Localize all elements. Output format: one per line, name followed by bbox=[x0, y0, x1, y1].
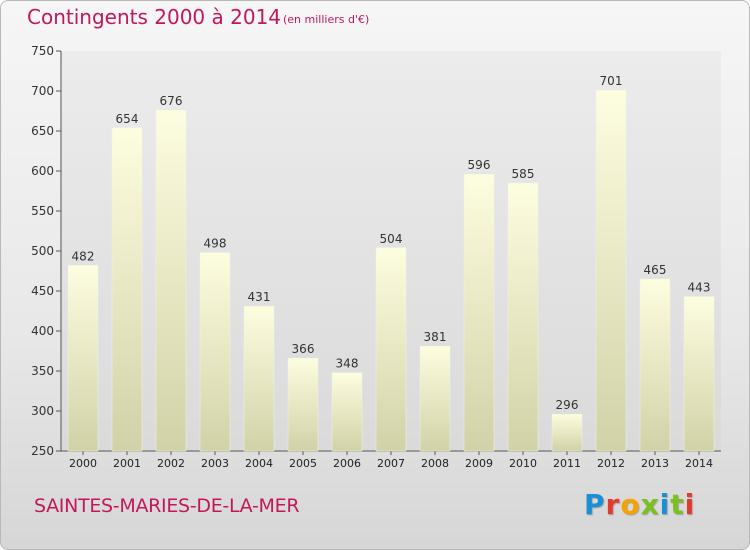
x-tick-label: 2009 bbox=[465, 457, 493, 470]
bar-2005 bbox=[287, 357, 319, 452]
x-tick-label: 2014 bbox=[685, 457, 713, 470]
bar-2013 bbox=[639, 278, 671, 452]
bar-2006 bbox=[331, 372, 363, 452]
logo-letter: i bbox=[684, 488, 696, 521]
y-tick-label: 350 bbox=[31, 364, 54, 378]
y-axis: 250 300 350 400 450 500 550 600 650 700 750 bbox=[31, 44, 62, 458]
chart-title: Contingents 2000 à 2014 bbox=[27, 5, 282, 29]
x-tick-label: 2003 bbox=[201, 457, 229, 470]
y-tick-label: 600 bbox=[31, 164, 54, 178]
bar-2014 bbox=[683, 296, 715, 452]
x-tick-label: 2007 bbox=[377, 457, 405, 470]
proxiti-logo: Proxiti bbox=[584, 488, 695, 521]
y-tick-label: 250 bbox=[31, 444, 54, 458]
x-tick-label: 2000 bbox=[69, 457, 97, 470]
data-label-2004: 431 bbox=[248, 290, 271, 304]
data-label-2013: 465 bbox=[644, 263, 667, 277]
x-tick-label: 2011 bbox=[553, 457, 581, 470]
city-name: SAINTES-MARIES-DE-LA-MER bbox=[34, 495, 300, 517]
data-labels-group: 482 654 676 498 431 366 348 504 381 596 585 296 701 4… bbox=[72, 74, 711, 412]
bar-2011 bbox=[551, 413, 583, 452]
data-label-2000: 482 bbox=[72, 249, 95, 263]
x-tick-label: 2001 bbox=[113, 457, 141, 470]
x-tick-label: 2012 bbox=[597, 457, 625, 470]
y-tick-label: 450 bbox=[31, 284, 54, 298]
logo-letter: r bbox=[605, 488, 621, 521]
data-label-2014: 443 bbox=[688, 281, 711, 295]
bar-2010 bbox=[507, 182, 539, 452]
x-tick-label: 2008 bbox=[421, 457, 449, 470]
logo-letter: o bbox=[620, 488, 641, 521]
y-tick-label: 750 bbox=[31, 44, 54, 58]
data-label-2011: 296 bbox=[556, 398, 579, 412]
y-tick-label: 700 bbox=[31, 84, 54, 98]
logo-letter: x bbox=[640, 488, 660, 521]
y-tick-label: 650 bbox=[31, 124, 54, 138]
bar-2007 bbox=[375, 247, 407, 452]
y-tick-label: 500 bbox=[31, 244, 54, 258]
x-tick-label: 2002 bbox=[157, 457, 185, 470]
bar-2001 bbox=[111, 127, 143, 452]
x-tick-label: 2005 bbox=[289, 457, 317, 470]
bar-2008 bbox=[419, 345, 451, 452]
logo-letter: t bbox=[670, 488, 685, 521]
x-tick-label: 2006 bbox=[333, 457, 361, 470]
data-label-2010: 585 bbox=[512, 167, 535, 181]
y-tick-label: 550 bbox=[31, 204, 54, 218]
data-label-2006: 348 bbox=[336, 357, 359, 371]
bar-2004 bbox=[243, 305, 275, 452]
logo-letter: P bbox=[584, 488, 606, 521]
x-tick-label: 2013 bbox=[641, 457, 669, 470]
bar-2009 bbox=[463, 173, 495, 452]
chart-subtitle: (en milliers d'€) bbox=[283, 13, 370, 26]
data-label-2012: 701 bbox=[600, 74, 623, 88]
data-label-2009: 596 bbox=[468, 158, 491, 172]
data-label-2008: 381 bbox=[424, 330, 447, 344]
y-tick-label: 400 bbox=[31, 324, 54, 338]
bar-2002 bbox=[155, 109, 187, 452]
x-tick-label: 2010 bbox=[509, 457, 537, 470]
data-label-2005: 366 bbox=[292, 342, 315, 356]
x-tick-label: 2004 bbox=[245, 457, 273, 470]
data-label-2002: 676 bbox=[160, 94, 183, 108]
bar-2012 bbox=[595, 89, 627, 452]
bar-2003 bbox=[199, 252, 231, 452]
logo-letter: i bbox=[659, 488, 671, 521]
x-axis: 2000 2001 2002 2003 2004 2005 2006 2007 2008 2009… bbox=[61, 450, 721, 470]
y-tick-label: 300 bbox=[31, 404, 54, 418]
bar-2000 bbox=[67, 265, 99, 452]
data-label-2007: 504 bbox=[380, 232, 403, 246]
data-label-2003: 498 bbox=[204, 237, 227, 251]
data-label-2001: 654 bbox=[116, 112, 139, 126]
bars-group bbox=[67, 89, 715, 452]
